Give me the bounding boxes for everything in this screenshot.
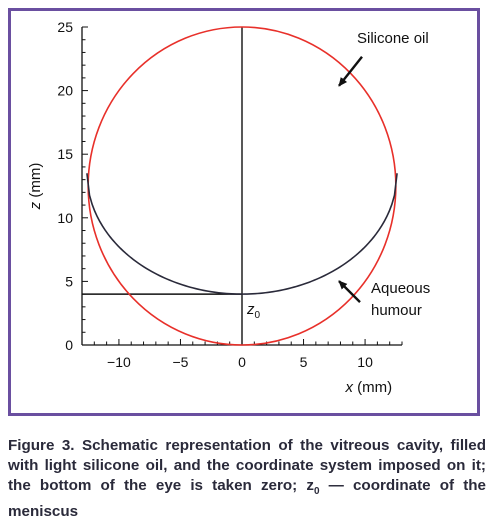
y-axis-title: z (mm) [27,163,44,211]
aqueous-label-line1: Aqueous [371,280,430,297]
x-tick-label: 0 [238,354,246,370]
y-tick-label: 10 [57,210,73,226]
y-tick-label: 25 [57,19,73,35]
silicone-oil-label: Silicone oil [357,30,429,47]
y-tick-label: 15 [57,146,73,162]
z0-label: z0 [246,301,261,321]
x-axis-title: x (mm) [344,379,392,396]
x-tick-label: −5 [172,354,188,370]
silicone-oil-arrow [338,56,363,87]
y-tick-label: 5 [65,273,73,289]
plot-area: 0 5 10 15 20 25 −10 −5 0 5 10 x (mm) z (mm) Silicone … [27,19,430,396]
figure-caption: Figure 3. Schematic representation of th… [8,436,486,522]
y-tick-label: 0 [65,337,73,353]
caption-text: Figure 3. Schematic representation of th… [8,437,486,494]
aqueous-humour-arrow [338,280,361,303]
caption-subscript: 0 [313,486,320,498]
y-tick-label: 20 [57,83,73,99]
x-tick-label: 10 [357,354,373,370]
aqueous-label-line2: humour [371,302,422,319]
meniscus-curve [86,173,398,295]
x-tick-label: 5 [300,354,308,370]
figure-frame: 0 5 10 15 20 25 −10 −5 0 5 10 x (mm) z (mm) Silicone … [8,8,480,416]
caption-tail: — coordinate of the meniscus [8,477,486,521]
x-tick-label: −10 [107,354,131,370]
